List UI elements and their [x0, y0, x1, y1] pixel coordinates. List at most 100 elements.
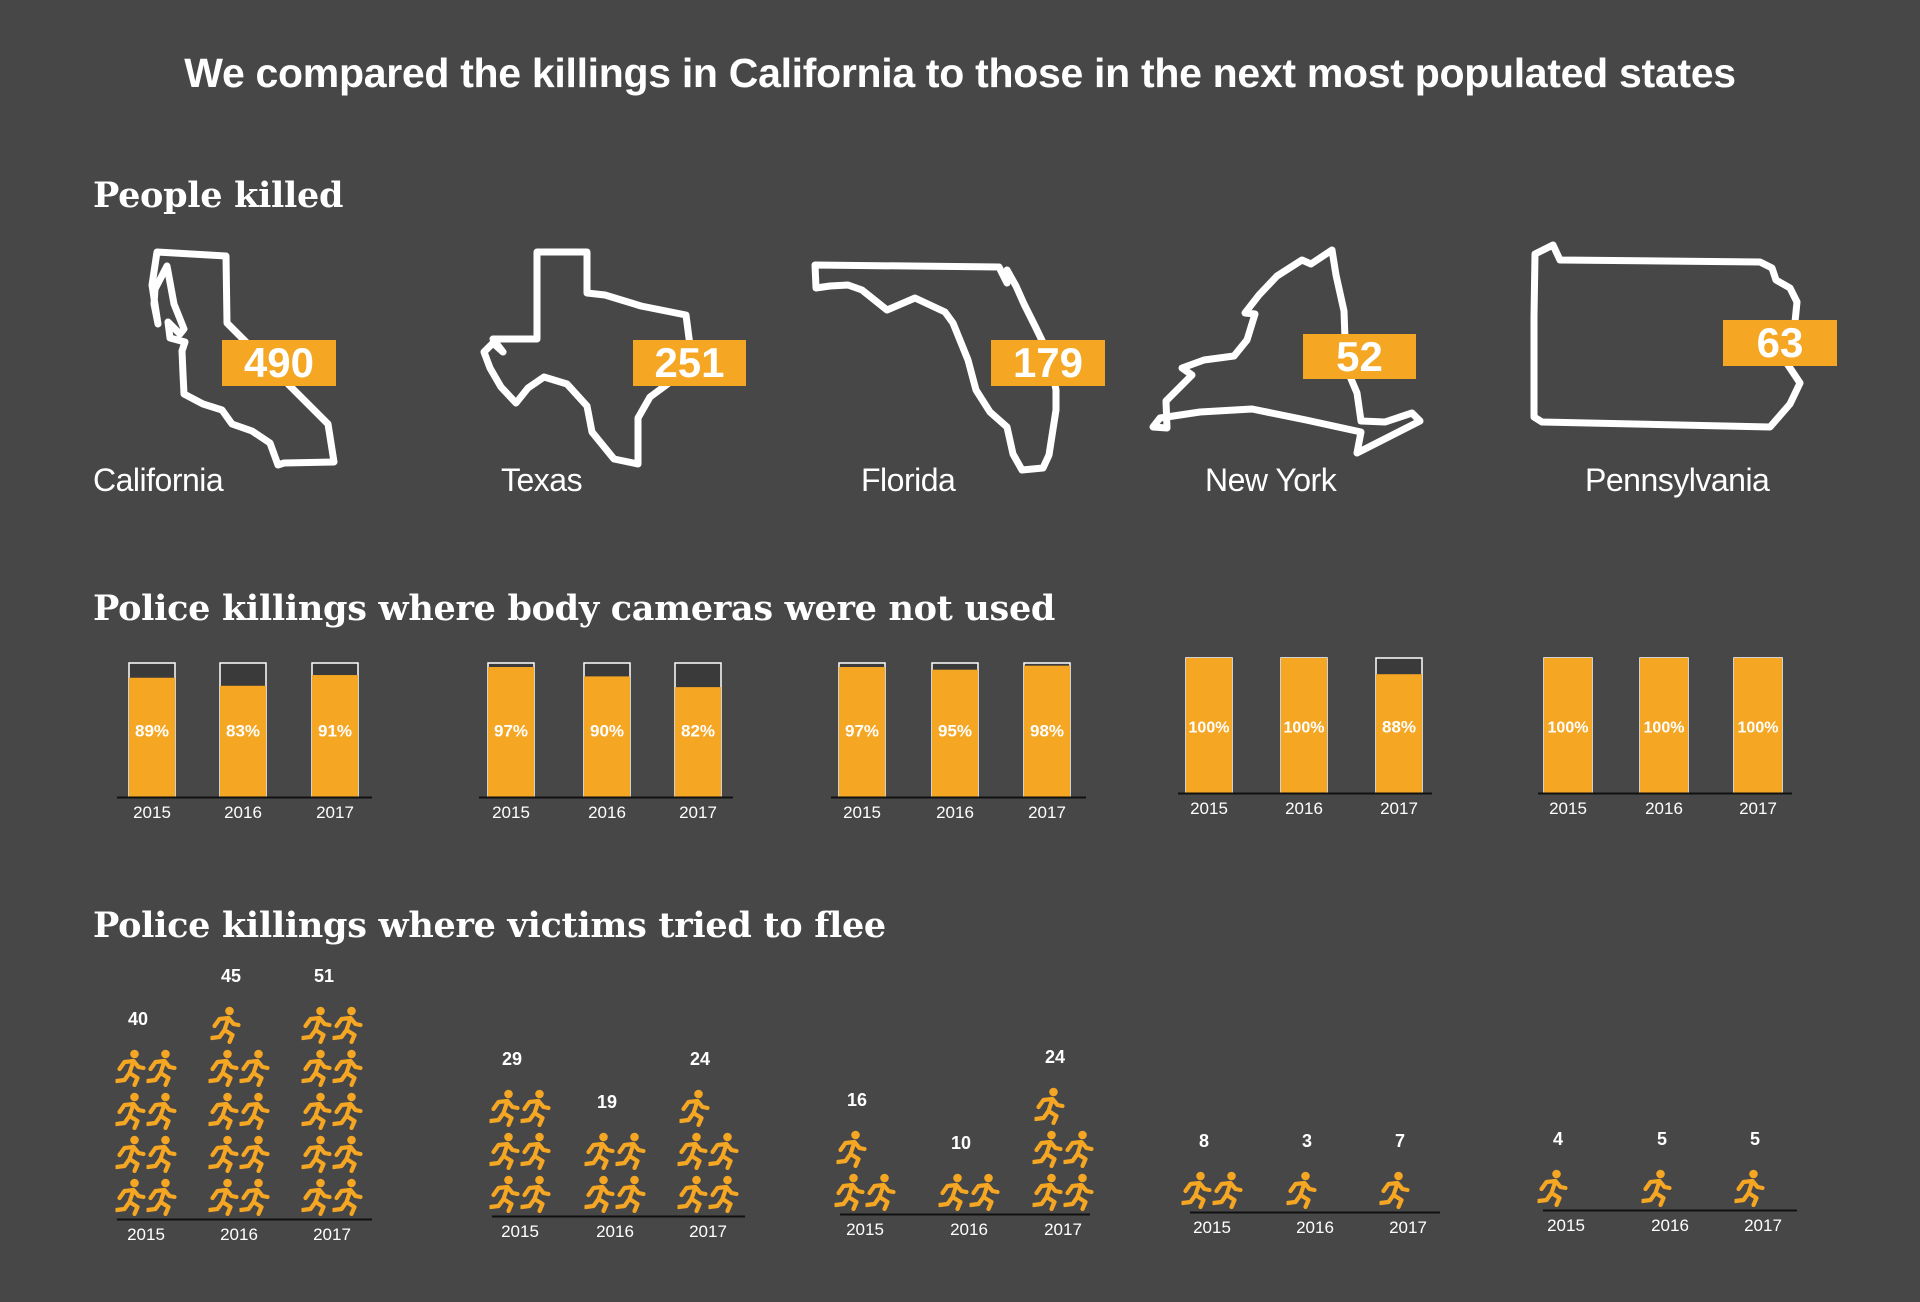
flee-year-label: 2015: [127, 1225, 165, 1244]
running-person-icon: [1288, 1172, 1315, 1207]
running-person-icon: [681, 1090, 708, 1125]
running-person-icon: [334, 1007, 361, 1042]
running-person-icon: [210, 1136, 237, 1171]
running-person-icon: [241, 1136, 268, 1171]
camera-bar-pennsylvania-2017: [1734, 658, 1782, 793]
camera-bar-texas-2017: [675, 687, 721, 797]
running-person-icon: [241, 1050, 268, 1085]
flee-count-label: 19: [597, 1092, 617, 1112]
running-person-icon: [491, 1133, 518, 1168]
camera-bar-california-2016: [220, 685, 266, 797]
camera-value-label: 83%: [226, 722, 260, 741]
camera-year-label: 2016: [224, 803, 262, 822]
camera-bar-california-2015: [129, 677, 175, 797]
flee-year-label: 2017: [1744, 1216, 1782, 1235]
camera-value-label: 91%: [318, 722, 352, 741]
running-person-icon: [148, 1050, 175, 1085]
camera-year-label: 2016: [1645, 799, 1683, 818]
flee-count-label: 40: [128, 1009, 148, 1029]
running-person-icon: [334, 1093, 361, 1128]
camera-year-label: 2017: [1380, 799, 1418, 818]
camera-bar-new-york-2016: [1281, 658, 1327, 793]
running-person-icon: [586, 1133, 613, 1168]
section-title-body-cameras: Police killings where body cameras were …: [93, 588, 1056, 629]
camera-bar-florida-2015: [839, 667, 885, 797]
camera-year-label: 2016: [1285, 799, 1323, 818]
running-person-icon: [303, 1179, 330, 1214]
flee-year-label: 2015: [1193, 1218, 1231, 1237]
texas-outline-icon: [480, 248, 697, 468]
running-person-icon: [241, 1093, 268, 1128]
flee-count-label: 4: [1553, 1129, 1563, 1149]
state-name-pennsylvania: Pennsylvania: [1585, 462, 1770, 498]
flee-year-label: 2016: [950, 1220, 988, 1239]
camera-bar-california-2017: [312, 675, 358, 797]
camera-bar-florida-2016: [932, 669, 978, 797]
camera-bar-texas-2016: [584, 676, 630, 797]
running-person-icon: [303, 1136, 330, 1171]
running-person-icon: [334, 1050, 361, 1085]
running-person-icon: [617, 1176, 644, 1211]
camera-year-label: 2015: [492, 803, 530, 822]
running-person-icon: [867, 1174, 894, 1209]
main-title: We compared the killings in California t…: [184, 50, 1736, 96]
camera-value-label: 98%: [1030, 722, 1064, 741]
running-person-icon: [679, 1133, 706, 1168]
camera-year-label: 2016: [588, 803, 626, 822]
running-person-icon: [303, 1050, 330, 1085]
running-person-icon: [522, 1176, 549, 1211]
flee-year-label: 2015: [846, 1220, 884, 1239]
running-person-icon: [836, 1174, 863, 1209]
camera-value-label: 95%: [938, 722, 972, 741]
camera-year-label: 2017: [679, 803, 717, 822]
camera-year-label: 2015: [133, 803, 171, 822]
running-person-icon: [117, 1179, 144, 1214]
running-person-icon: [1381, 1172, 1408, 1207]
running-person-icon: [148, 1179, 175, 1214]
running-person-icon: [148, 1093, 175, 1128]
running-person-icon: [1036, 1088, 1063, 1123]
camera-year-label: 2016: [936, 803, 974, 822]
state-name-california: California: [93, 462, 224, 498]
flee-count-label: 7: [1395, 1131, 1405, 1151]
camera-year-label: 2017: [1028, 803, 1066, 822]
running-person-icon: [303, 1007, 330, 1042]
running-person-icon: [522, 1090, 549, 1125]
flee-year-label: 2016: [596, 1222, 634, 1241]
running-person-icon: [210, 1050, 237, 1085]
flee-year-label: 2015: [1547, 1216, 1585, 1235]
camera-year-label: 2015: [1549, 799, 1587, 818]
camera-value-label: 100%: [1644, 719, 1685, 736]
running-person-icon: [303, 1093, 330, 1128]
camera-bar-pennsylvania-2016: [1640, 658, 1688, 793]
flee-count-label: 16: [847, 1090, 867, 1110]
new-york-outline-icon: [1149, 246, 1424, 457]
california-outline-icon: [148, 248, 338, 469]
running-person-icon: [212, 1007, 239, 1042]
running-person-icon: [940, 1174, 967, 1209]
camera-value-label: 100%: [1284, 719, 1325, 736]
running-person-icon: [210, 1093, 237, 1128]
running-person-icon: [710, 1133, 737, 1168]
camera-year-label: 2017: [1739, 799, 1777, 818]
flee-count-label: 24: [690, 1049, 710, 1069]
running-person-icon: [971, 1174, 998, 1209]
count-box-new-york: 52: [1303, 334, 1416, 379]
camera-value-label: 88%: [1382, 717, 1416, 736]
camera-value-label: 97%: [494, 722, 528, 741]
running-person-icon: [210, 1179, 237, 1214]
flee-year-label: 2016: [1651, 1216, 1689, 1235]
running-person-icon: [148, 1136, 175, 1171]
flee-count-label: 29: [502, 1049, 522, 1069]
state-name-new-york: New York: [1205, 462, 1337, 498]
flee-count-label: 5: [1657, 1129, 1667, 1149]
running-person-icon: [679, 1176, 706, 1211]
camera-year-label: 2017: [316, 803, 354, 822]
camera-value-label: 97%: [845, 722, 879, 741]
running-person-icon: [334, 1179, 361, 1214]
state-name-florida: Florida: [861, 462, 956, 498]
state-name-texas: Texas: [501, 462, 583, 498]
camera-year-label: 2015: [843, 803, 881, 822]
flee-count-label: 8: [1199, 1131, 1209, 1151]
camera-value-label: 90%: [590, 722, 624, 741]
